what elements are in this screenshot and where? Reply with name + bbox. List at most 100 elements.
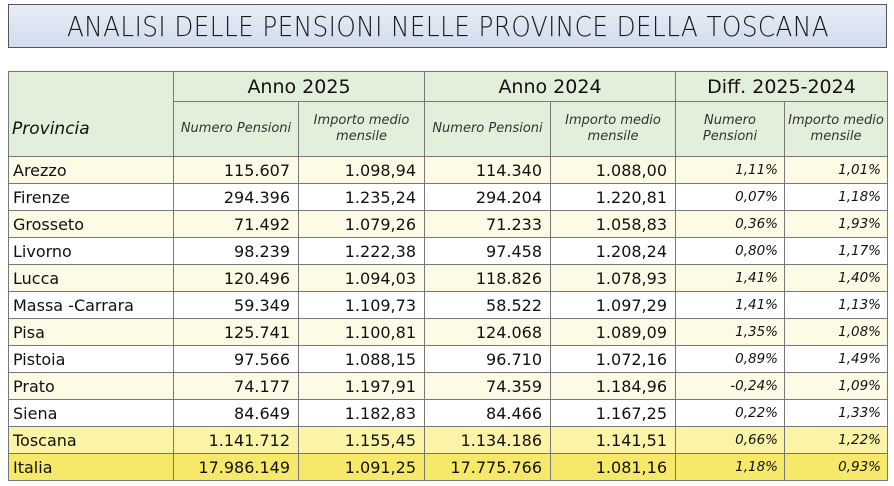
cell-diff-importo: 1,40% (784, 264, 888, 292)
cell-numero-2025: 71.492 (173, 210, 299, 238)
table-row: Prato 74.177 1.197,91 74.359 1.184,96 -0,24% 1… (8, 372, 888, 400)
cell-provincia: Lucca (8, 264, 174, 292)
cell-numero-2025: 74.177 (173, 372, 299, 400)
cell-numero-2024: 74.359 (424, 372, 551, 400)
cell-provincia: Pisa (8, 318, 174, 346)
cell-numero-2025: 1.141.712 (173, 426, 299, 454)
cell-diff-numero: 0,07% (675, 183, 785, 211)
header-importo-medio-diff: Importo medio mensile (784, 101, 888, 157)
cell-importo-2025: 1.091,25 (298, 453, 425, 481)
cell-diff-numero: 1,11% (675, 156, 785, 184)
table-row: Grosseto 71.492 1.079,26 71.233 1.058,83 0,36… (8, 210, 888, 238)
cell-numero-2025: 98.239 (173, 237, 299, 265)
cell-importo-2024: 1.081,16 (550, 453, 676, 481)
cell-importo-2024: 1.208,24 (550, 237, 676, 265)
cell-importo-2024: 1.141,51 (550, 426, 676, 454)
cell-provincia: Firenze (8, 183, 174, 211)
cell-importo-2024: 1.220,81 (550, 183, 676, 211)
cell-provincia: Italia (8, 453, 174, 481)
cell-diff-numero: 0,36% (675, 210, 785, 238)
cell-importo-2025: 1.155,45 (298, 426, 425, 454)
cell-diff-importo: 1,01% (784, 156, 888, 184)
cell-provincia: Pistoia (8, 345, 174, 373)
cell-importo-2024: 1.078,93 (550, 264, 676, 292)
cell-numero-2025: 17.986.149 (173, 453, 299, 481)
cell-provincia: Arezzo (8, 156, 174, 184)
cell-importo-2025: 1.222,38 (298, 237, 425, 265)
table-row: Livorno 98.239 1.222,38 97.458 1.208,24 0,80%… (8, 237, 888, 265)
cell-diff-numero: 0,80% (675, 237, 785, 265)
page-title: ANALISI DELLE PENSIONI NELLE PROVINCE DE… (66, 9, 829, 43)
cell-importo-2024: 1.088,00 (550, 156, 676, 184)
cell-numero-2025: 59.349 (173, 291, 299, 319)
cell-numero-2025: 125.741 (173, 318, 299, 346)
cell-numero-2024: 124.068 (424, 318, 551, 346)
cell-provincia: Siena (8, 399, 174, 427)
cell-provincia: Livorno (8, 237, 174, 265)
table-row: Pisa 125.741 1.100,81 124.068 1.089,09 1,35% 1… (8, 318, 888, 346)
cell-importo-2025: 1.197,91 (298, 372, 425, 400)
header-provincia: Provincia (8, 101, 174, 157)
cell-importo-2025: 1.079,26 (298, 210, 425, 238)
table-row: Lucca 120.496 1.094,03 118.826 1.078,93 1,41%… (8, 264, 888, 292)
cell-provincia: Grosseto (8, 210, 174, 238)
cell-diff-numero: 0,66% (675, 426, 785, 454)
table-row: Toscana 1.141.712 1.155,45 1.134.186 1.141,5… (8, 426, 888, 454)
title-banner: ANALISI DELLE PENSIONI NELLE PROVINCE DE… (8, 4, 887, 48)
cell-diff-numero: -0,24% (675, 372, 785, 400)
cell-importo-2025: 1.235,24 (298, 183, 425, 211)
header-numero-pensioni-2025: Numero Pensioni (173, 101, 299, 157)
cell-numero-2024: 17.775.766 (424, 453, 551, 481)
cell-numero-2024: 118.826 (424, 264, 551, 292)
table-row: Siena 84.649 1.182,83 84.466 1.167,25 0,22% 1,… (8, 399, 888, 427)
table-row: Massa -Carrara 59.349 1.109,73 58.522 1.097,… (8, 291, 888, 319)
cell-numero-2024: 71.233 (424, 210, 551, 238)
cell-diff-numero: 0,22% (675, 399, 785, 427)
header-diff: Diff. 2025-2024 (675, 71, 888, 102)
header-numero-pensioni-2024: Numero Pensioni (424, 101, 551, 157)
cell-numero-2025: 84.649 (173, 399, 299, 427)
table-row: Firenze 294.396 1.235,24 294.204 1.220,81 0,0… (8, 183, 888, 211)
header-importo-medio-2024: Importo medio mensile (550, 101, 676, 157)
cell-importo-2024: 1.072,16 (550, 345, 676, 373)
cell-diff-numero: 1,18% (675, 453, 785, 481)
cell-numero-2024: 294.204 (424, 183, 551, 211)
table-row: Pistoia 97.566 1.088,15 96.710 1.072,16 0,89%… (8, 345, 888, 373)
pensions-table: Anno 2025 Anno 2024 Diff. 2025-2024 Prov… (8, 71, 888, 481)
cell-provincia: Toscana (8, 426, 174, 454)
cell-diff-numero: 0,89% (675, 345, 785, 373)
cell-numero-2024: 97.458 (424, 237, 551, 265)
cell-importo-2024: 1.097,29 (550, 291, 676, 319)
cell-importo-2025: 1.088,15 (298, 345, 425, 373)
cell-diff-numero: 1,35% (675, 318, 785, 346)
cell-importo-2024: 1.058,83 (550, 210, 676, 238)
cell-importo-2025: 1.094,03 (298, 264, 425, 292)
table-row: Arezzo 115.607 1.098,94 114.340 1.088,00 1,11… (8, 156, 888, 184)
header-anno-2025: Anno 2025 (173, 71, 425, 102)
header-importo-medio-2025: Importo medio mensile (298, 101, 425, 157)
cell-diff-importo: 1,49% (784, 345, 888, 373)
cell-numero-2024: 84.466 (424, 399, 551, 427)
cell-diff-numero: 1,41% (675, 291, 785, 319)
cell-numero-2025: 120.496 (173, 264, 299, 292)
cell-importo-2025: 1.098,94 (298, 156, 425, 184)
header-sub-row: Provincia Numero Pensioni Importo medio … (8, 101, 888, 157)
cell-diff-importo: 0,93% (784, 453, 888, 481)
cell-diff-importo: 1,33% (784, 399, 888, 427)
cell-diff-importo: 1,18% (784, 183, 888, 211)
cell-provincia: Prato (8, 372, 174, 400)
cell-importo-2025: 1.182,83 (298, 399, 425, 427)
cell-provincia: Massa -Carrara (8, 291, 174, 319)
cell-numero-2024: 58.522 (424, 291, 551, 319)
cell-importo-2024: 1.184,96 (550, 372, 676, 400)
cell-importo-2025: 1.109,73 (298, 291, 425, 319)
header-corner (8, 71, 174, 102)
cell-importo-2025: 1.100,81 (298, 318, 425, 346)
cell-diff-importo: 1,08% (784, 318, 888, 346)
cell-diff-importo: 1,13% (784, 291, 888, 319)
cell-numero-2024: 96.710 (424, 345, 551, 373)
cell-numero-2025: 115.607 (173, 156, 299, 184)
cell-numero-2024: 114.340 (424, 156, 551, 184)
cell-diff-importo: 1,93% (784, 210, 888, 238)
header-anno-2024: Anno 2024 (424, 71, 676, 102)
